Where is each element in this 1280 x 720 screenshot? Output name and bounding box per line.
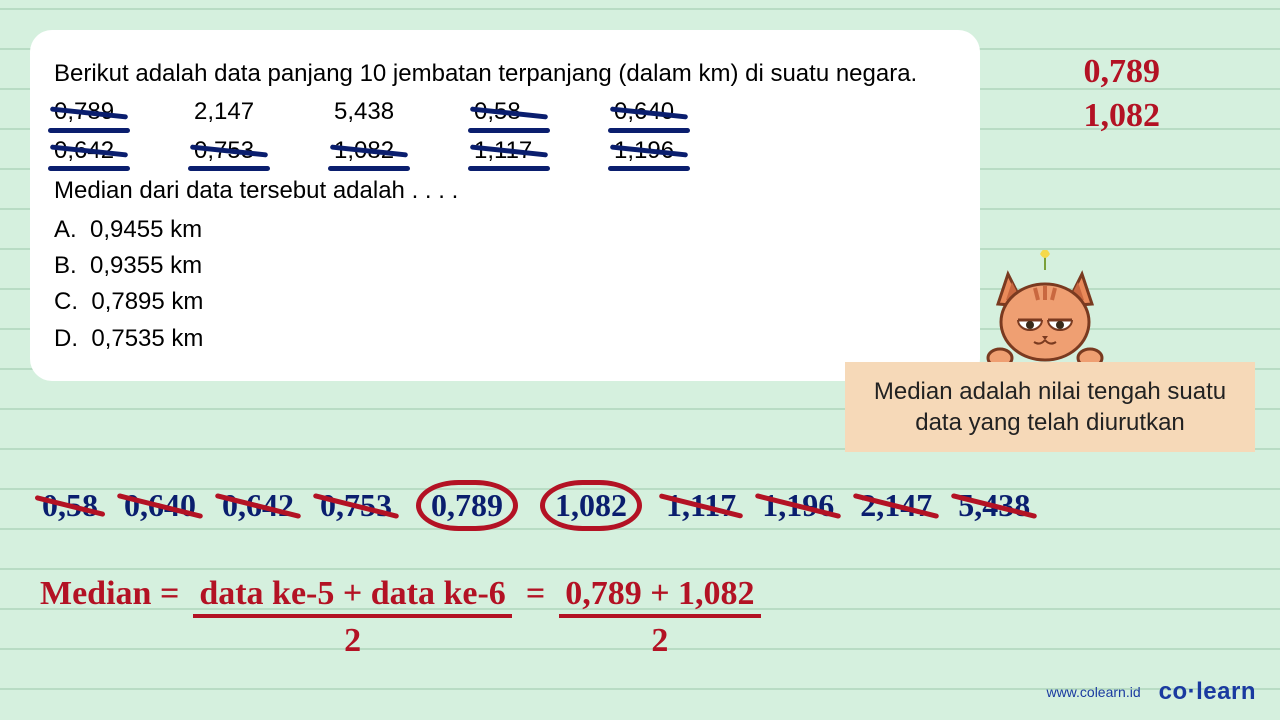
logo-part-b: learn xyxy=(1196,678,1256,705)
frac1-den: 2 xyxy=(344,618,361,659)
option-a-text: 0,9455 km xyxy=(90,216,202,243)
hw-value-2: 1,082 xyxy=(1084,94,1161,138)
option-c: C. 0,7895 km xyxy=(54,284,956,320)
sorted-item: 5,438 xyxy=(956,483,1032,528)
data-grid: 0,789 2,147 5,438 0,58 0,640 0,642 0,753… xyxy=(54,94,754,169)
sorted-item: 2,147 xyxy=(858,483,934,528)
median-label: Median = xyxy=(40,575,179,613)
frac1-num: data ke-5 + data ke-6 xyxy=(193,575,511,618)
question-prompt: Berikut adalah data panjang 10 jembatan … xyxy=(54,58,956,90)
option-d-text: 0,7535 km xyxy=(91,325,203,352)
data-cell: 2,147 xyxy=(194,94,334,130)
sorted-item-circled: 0,789 xyxy=(416,480,518,531)
sorted-row: 0,58 0,640 0,642 0,753 0,789 1,082 1,117… xyxy=(40,480,1260,531)
footer: www.colearn.id co·learn xyxy=(1046,678,1256,706)
frac2-den: 2 xyxy=(651,618,668,659)
option-c-text: 0,7895 km xyxy=(91,288,203,315)
data-cell: 0,642 xyxy=(54,133,194,169)
data-cell: 5,438 xyxy=(334,94,474,130)
logo-part-a: co xyxy=(1159,678,1188,705)
data-cell: 0,789 xyxy=(54,94,194,130)
data-cell: 0,640 xyxy=(614,94,754,130)
option-b-text: 0,9355 km xyxy=(90,252,202,279)
equals: = xyxy=(526,575,545,613)
colearn-logo: co·learn xyxy=(1159,678,1256,706)
logo-dot: · xyxy=(1188,678,1197,705)
data-cell: 1,196 xyxy=(614,133,754,169)
option-d: D. 0,7535 km xyxy=(54,321,956,357)
answer-options: A. 0,9455 km B. 0,9355 km C. 0,7895 km D… xyxy=(54,212,956,358)
data-cell: 0,58 xyxy=(474,94,614,130)
sorted-item: 0,753 xyxy=(318,483,394,528)
question-card: Berikut adalah data panjang 10 jembatan … xyxy=(30,30,980,381)
sorted-item: 0,58 xyxy=(40,483,100,528)
sorted-item-circled: 1,082 xyxy=(540,480,642,531)
option-b: B. 0,9355 km xyxy=(54,248,956,284)
fraction-1: data ke-5 + data ke-6 2 xyxy=(193,575,511,660)
median-equation: Median = data ke-5 + data ke-6 2 = 0,789… xyxy=(40,575,761,660)
sorted-item: 0,640 xyxy=(122,483,198,528)
cat-mascot xyxy=(980,250,1110,375)
definition-tooltip: Median adalah nilai tengah suatu data ya… xyxy=(845,362,1255,452)
median-label: Median dari data tersebut adalah . . . . xyxy=(54,175,956,207)
fraction-2: 0,789 + 1,082 2 xyxy=(559,575,760,660)
option-a: A. 0,9455 km xyxy=(54,212,956,248)
data-cell: 1,082 xyxy=(334,133,474,169)
data-cell: 1,117 xyxy=(474,133,614,169)
frac2-num: 0,789 + 1,082 xyxy=(559,575,760,618)
footer-url: www.colearn.id xyxy=(1046,684,1140,700)
sorted-item: 1,117 xyxy=(664,483,738,528)
data-cell: 0,753 xyxy=(194,133,334,169)
sorted-item: 0,642 xyxy=(220,483,296,528)
hw-value-1: 0,789 xyxy=(1084,50,1161,94)
sorted-item: 1,196 xyxy=(760,483,836,528)
handwritten-topright: 0,789 1,082 xyxy=(1084,50,1161,138)
